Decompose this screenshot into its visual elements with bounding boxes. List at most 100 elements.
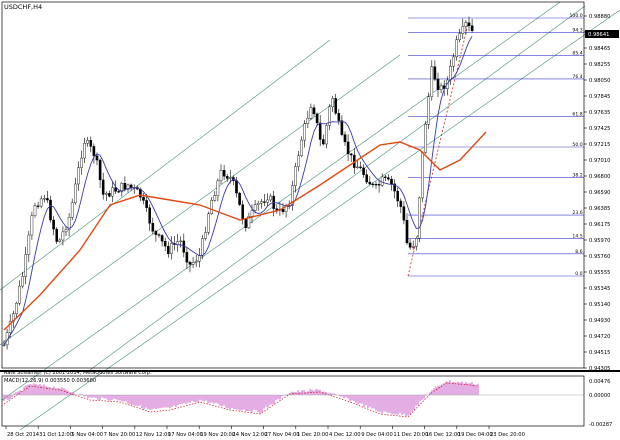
macd-histogram-bar (121, 395, 123, 402)
macd-histogram-bar (167, 395, 169, 408)
candle-body (266, 199, 269, 203)
macd-histogram-bar (247, 395, 249, 412)
macd-histogram-bar (445, 381, 447, 395)
candle-body (188, 261, 192, 265)
macd-histogram-bar (193, 395, 195, 402)
macd-histogram-bar (81, 394, 83, 395)
macd-histogram-bar (27, 384, 29, 395)
macd-histogram-bar (251, 395, 253, 413)
candle-body (98, 159, 102, 181)
candle-body (64, 229, 68, 233)
macd-histogram-bar (89, 395, 91, 398)
macd-histogram-bar (41, 385, 43, 395)
candle-body (371, 183, 375, 186)
price-axis-label: 0.95140 (589, 302, 610, 308)
price-axis-label: 0.94305 (589, 366, 610, 372)
candle-body (120, 183, 124, 193)
macd-histogram-bar (269, 395, 271, 405)
macd-histogram-bar (65, 389, 67, 395)
macd-indicator-window (2, 380, 584, 418)
candle-body (315, 113, 319, 124)
macd-histogram-bar (369, 395, 371, 407)
candle-body (170, 243, 173, 255)
macd-histogram-bar (9, 395, 11, 399)
price-axis-label: 0.97215 (589, 142, 610, 148)
macd-histogram-bar (307, 391, 309, 395)
macd-histogram-bar (471, 382, 473, 395)
macd-histogram-bar (151, 395, 153, 410)
macd-histogram-bar (403, 395, 405, 414)
macd-histogram-bar (205, 395, 207, 401)
candle-body (359, 166, 362, 169)
macd-histogram-bar (79, 393, 81, 395)
price-axis-label: 0.98880 (589, 14, 610, 20)
macd-histogram-bar (333, 393, 335, 395)
macd-histogram-bar (395, 395, 397, 415)
macd-histogram-bar (331, 393, 333, 395)
candle-body (300, 139, 303, 156)
macd-histogram-bar (95, 395, 97, 398)
macd-histogram-bar (3, 395, 5, 401)
macd-histogram-bar (171, 395, 173, 407)
macd-histogram-bar (243, 395, 245, 410)
channel-line (19, 9, 620, 431)
macd-histogram-bar (237, 395, 239, 410)
time-axis-label: 4 Dec 12:00 (329, 432, 361, 438)
candle-body (309, 107, 313, 119)
macd-histogram-bar (165, 395, 167, 408)
candle-body (95, 155, 99, 161)
candle-body (424, 124, 427, 153)
macd-histogram-bar (461, 381, 463, 395)
fib-level-label: 61.8 (572, 112, 582, 118)
macd-histogram-bar (419, 395, 421, 402)
macd-histogram-bar (421, 395, 423, 400)
fib-level-label: 76.4 (572, 74, 582, 80)
main-plot-frame (1, 1, 585, 369)
macd-histogram-bar (473, 384, 475, 395)
candle-body (281, 209, 285, 212)
macd-histogram-bar (423, 395, 425, 399)
candle-body (30, 215, 34, 236)
trend-channel (0, 1, 620, 431)
candle-body (396, 190, 400, 202)
candle-body (49, 199, 52, 221)
candle-body (166, 245, 170, 255)
candle-body (380, 176, 384, 186)
price-axis-label: 0.97845 (589, 94, 610, 100)
price-axis-label: 0.98255 (589, 62, 610, 68)
macd-histogram-bar (113, 395, 115, 399)
candle-body (61, 231, 65, 241)
macd-histogram-bar (187, 395, 189, 403)
macd-histogram-bar (469, 383, 471, 395)
macd-histogram-bar (179, 395, 181, 405)
candle-body (449, 66, 452, 81)
candle-body (228, 177, 232, 179)
macd-histogram-bar (383, 395, 385, 412)
macd-histogram-bar (133, 395, 135, 406)
macd-histogram-bar (225, 395, 227, 408)
macd-histogram-bar (159, 395, 161, 409)
price-axis-label: 0.95345 (589, 286, 610, 292)
candle-body (58, 239, 62, 242)
macd-histogram-bar (71, 392, 73, 395)
candle-body (461, 26, 465, 34)
macd-histogram-bar (153, 395, 155, 409)
macd-histogram-bar (97, 395, 99, 400)
macd-histogram-bar (361, 395, 363, 404)
candle-body (325, 125, 328, 145)
candle-body (145, 200, 148, 208)
macd-histogram-bar (229, 395, 231, 410)
candle-body (210, 200, 214, 214)
candle-body (24, 254, 28, 277)
candle-body (241, 204, 245, 220)
candle-body (399, 200, 403, 207)
macd-histogram-bar (413, 395, 415, 411)
macd-histogram-bar (101, 395, 103, 398)
macd-histogram-bar (367, 395, 369, 409)
macd-histogram-bar (21, 391, 23, 395)
macd-histogram-bar (59, 388, 61, 395)
symbol-title: USDCHF,H4 (4, 3, 42, 11)
macd-histogram-bar (459, 382, 461, 395)
candle-body (387, 177, 390, 180)
